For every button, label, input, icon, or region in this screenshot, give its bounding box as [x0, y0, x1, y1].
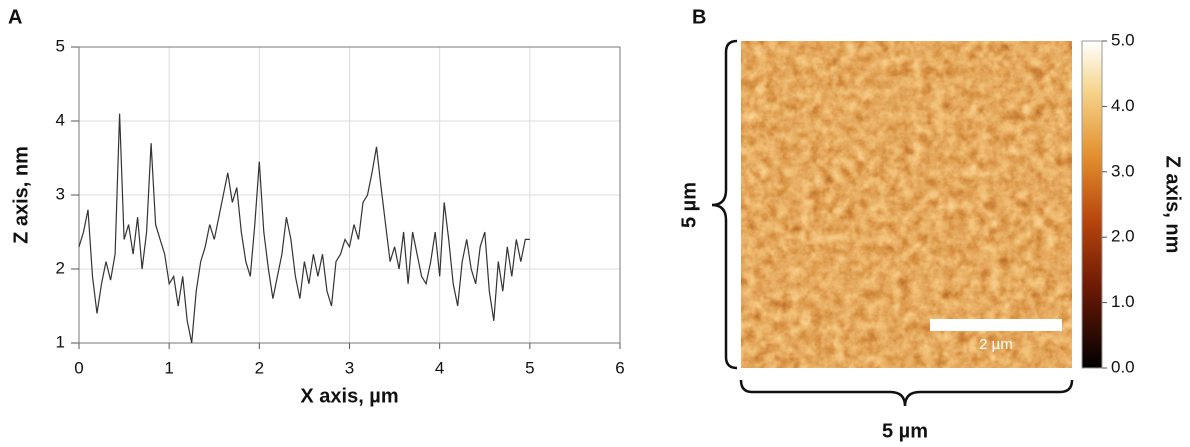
x-tick-label: 4 — [435, 358, 444, 377]
x-tick-label: 5 — [525, 358, 534, 377]
profile-line — [78, 113, 530, 344]
colorbar-tick-label: 3.0 — [1111, 161, 1135, 180]
plot-frame — [78, 46, 621, 344]
colorbar-tick-label: 2.0 — [1111, 227, 1135, 246]
y-tick-label: 5 — [56, 36, 65, 55]
x-tick-label: 6 — [615, 358, 624, 377]
scale-bar — [930, 319, 1062, 331]
colorbar-tick-label: 0.0 — [1111, 357, 1135, 376]
x-tick-label: 2 — [255, 358, 264, 377]
y-tick-label: 3 — [56, 184, 65, 203]
afm-image — [741, 41, 1072, 368]
colorbar-tick-label: 5.0 — [1111, 30, 1135, 49]
y-axis-label: Z axis, nm — [10, 146, 32, 244]
x-tick-label: 1 — [164, 358, 173, 377]
scale-bar-label: 2 µm — [979, 336, 1013, 353]
height-brace — [711, 39, 738, 370]
colorbar-tick-label: 1.0 — [1111, 292, 1135, 311]
height-label: 5 µm — [678, 182, 700, 228]
x-axis-label: X axis, µm — [300, 385, 398, 407]
colorbar-label: Z axis, nm — [1162, 156, 1184, 254]
width-label: 5 µm — [882, 420, 928, 442]
panel-label: B — [692, 6, 706, 28]
y-tick-label: 2 — [56, 258, 65, 277]
y-tick-label: 1 — [56, 332, 65, 351]
colorbar — [1081, 40, 1103, 369]
width-brace — [739, 379, 1074, 407]
x-tick-label: 3 — [345, 358, 354, 377]
colorbar-tick-label: 4.0 — [1111, 96, 1135, 115]
x-tick-label: 0 — [74, 358, 83, 377]
y-tick-label: 4 — [56, 110, 65, 129]
panel-label: A — [8, 6, 22, 28]
